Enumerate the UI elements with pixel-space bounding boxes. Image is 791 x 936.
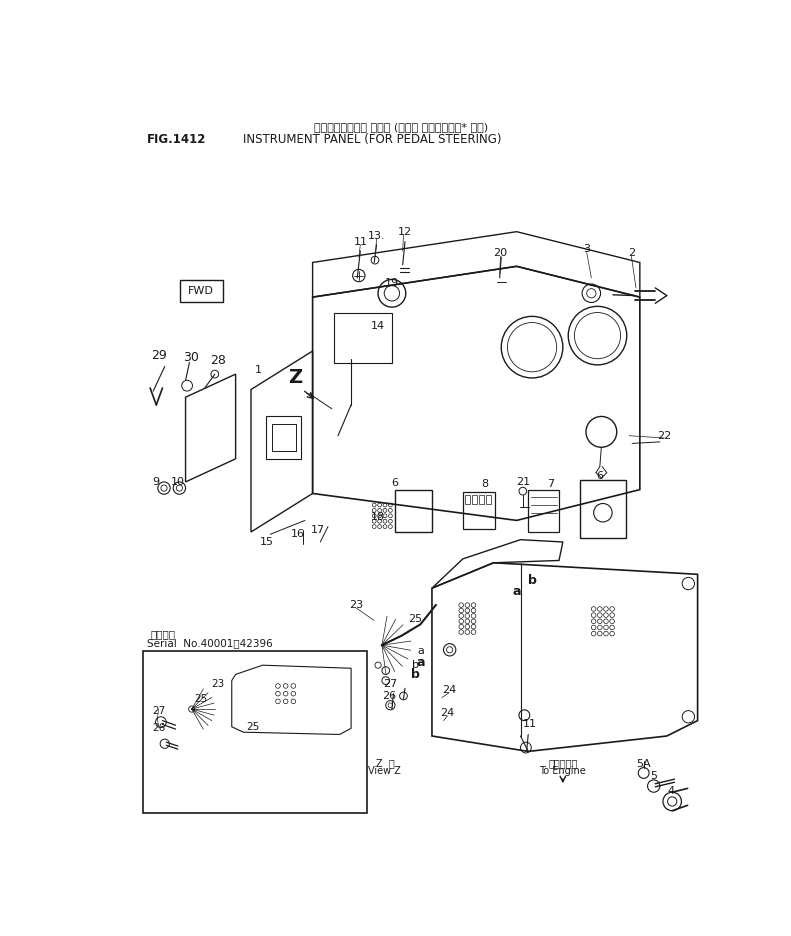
Text: 6: 6 [596,471,604,481]
Text: 16: 16 [291,529,305,539]
Text: 27: 27 [152,707,165,716]
Bar [465,495,471,505]
Text: 14: 14 [371,321,385,331]
Bar [486,495,491,505]
Text: a: a [416,656,425,669]
Text: 23: 23 [350,600,364,610]
Text: 23: 23 [211,679,225,689]
Text: 3: 3 [583,244,590,255]
Bar [580,480,626,538]
Text: FIG.1412: FIG.1412 [147,133,206,146]
Text: 5A: 5A [637,759,651,768]
Text: 26: 26 [152,724,165,733]
Text: 25: 25 [195,695,207,704]
Text: 25: 25 [247,722,260,732]
Text: b: b [411,660,418,670]
Text: Serial  No.40001～42396: Serial No.40001～42396 [147,638,273,649]
Text: 12: 12 [398,227,412,238]
Text: 22: 22 [657,431,672,441]
Text: 11: 11 [523,720,537,729]
Text: View Z: View Z [368,767,401,777]
Bar [143,651,366,813]
Bar [395,490,432,532]
Bar [479,495,484,505]
Text: エンジンへ: エンジンへ [548,758,577,768]
Text: 5: 5 [650,771,657,781]
Text: a: a [513,585,521,598]
Bar [180,280,222,301]
Text: 1: 1 [255,365,262,375]
Text: 20: 20 [494,248,508,258]
Text: Z: Z [289,369,303,388]
Text: 19: 19 [385,278,399,288]
Text: 10: 10 [171,477,185,487]
Text: 26: 26 [383,691,396,701]
Bar [472,495,478,505]
Text: 15: 15 [259,537,274,547]
Text: b: b [528,574,536,587]
Text: 25: 25 [408,614,422,624]
Bar [463,492,495,529]
Bar [272,424,297,451]
Text: 6: 6 [392,478,399,489]
Bar [334,313,392,362]
Text: 24: 24 [441,708,455,718]
Text: 27: 27 [384,679,398,689]
Text: 18: 18 [371,512,385,521]
Text: b: b [411,668,419,680]
Text: FWD: FWD [188,286,214,296]
Text: To Engine: To Engine [539,767,586,777]
Text: インストルメント パネル (ペダル ステアリング* ヨウ): インストルメント パネル (ペダル ステアリング* ヨウ) [314,122,488,132]
Text: 30: 30 [183,351,199,364]
Text: 2: 2 [628,248,635,258]
Text: 21: 21 [516,477,530,487]
Text: a: a [417,647,424,656]
Text: 17: 17 [311,525,325,534]
Text: 8: 8 [481,479,488,490]
Text: 11: 11 [354,237,367,247]
Text: INSTRUMENT PANEL (FOR PEDAL STEERING): INSTRUMENT PANEL (FOR PEDAL STEERING) [244,133,501,146]
Bar [267,417,301,459]
Text: Z  矢: Z 矢 [377,758,396,768]
Text: 24: 24 [441,685,456,695]
Text: 7: 7 [547,479,554,490]
Text: 9: 9 [153,477,160,487]
Bar [528,490,559,532]
Text: 28: 28 [210,354,225,367]
Text: 13.: 13. [368,230,385,241]
Text: 適用号機: 適用号機 [151,629,176,639]
Text: 4: 4 [668,786,675,797]
Text: 29: 29 [151,349,166,362]
